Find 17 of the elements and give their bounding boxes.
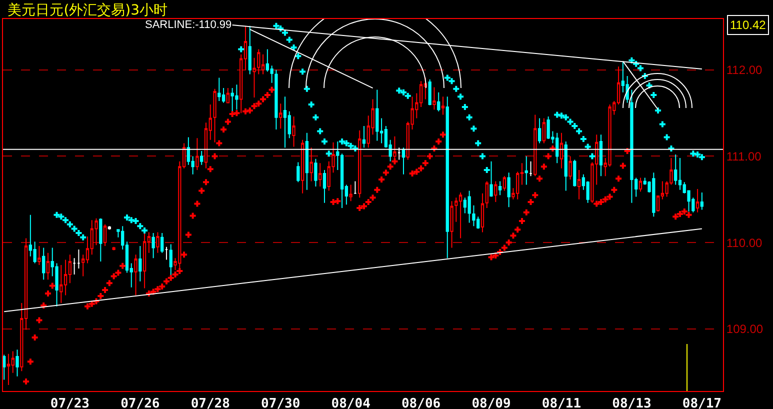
x-tick-label: 08/17 (682, 396, 722, 409)
chart-title: 美元日元(外汇交易)3小时 (8, 2, 168, 19)
x-tick-label: 08/09 (472, 396, 511, 409)
x-tick-label: 08/11 (542, 396, 582, 409)
annotation: SARLINE:-110.99 (145, 19, 232, 31)
x-tick-label: 07/28 (190, 396, 230, 409)
x-tick-label: 07/23 (50, 396, 90, 409)
x-tick-label: 08/13 (612, 396, 652, 409)
x-tick-label: 08/06 (401, 396, 441, 409)
y-tick-label: 111.00 (726, 149, 762, 164)
y-tick-label: 109.00 (726, 322, 764, 336)
x-tick-label: 07/26 (120, 396, 160, 409)
x-tick-label: 07/30 (261, 396, 300, 409)
y-tick-label: 110.00 (726, 236, 763, 250)
y-tick-label: 112.00 (726, 63, 763, 78)
text: 110.42 (730, 18, 766, 32)
x-tick-label: 08/04 (331, 396, 371, 409)
